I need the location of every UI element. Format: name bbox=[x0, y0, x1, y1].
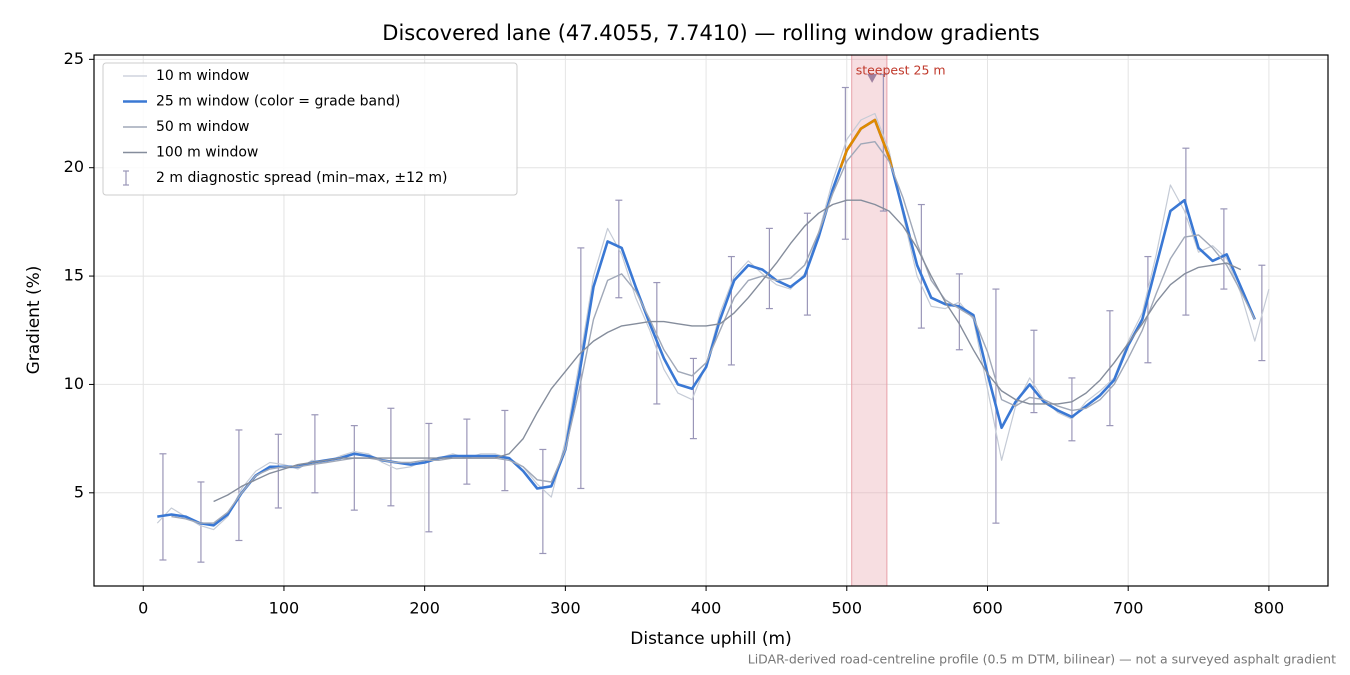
x-tick-label: 300 bbox=[550, 599, 581, 618]
error-bar bbox=[159, 453, 167, 561]
highlight-marker bbox=[867, 73, 878, 83]
x-tick-label: 200 bbox=[409, 599, 440, 618]
y-tick-label: 15 bbox=[64, 266, 84, 285]
error-bar bbox=[1144, 255, 1152, 364]
axes-frame bbox=[93, 54, 1329, 587]
chart-title: Discovered lane (47.4055, 7.7410) — roll… bbox=[382, 21, 1039, 45]
x-tick-label: 400 bbox=[691, 599, 722, 618]
x-tick-label: 700 bbox=[1113, 599, 1144, 618]
error-bar bbox=[311, 414, 319, 494]
legend-label: 2 m diagnostic spread (min–max, ±12 m) bbox=[156, 170, 447, 186]
grade-band-line bbox=[839, 118, 894, 169]
error-bar bbox=[539, 448, 547, 555]
highlight-label: steepest 25 m bbox=[856, 63, 946, 78]
y-tick-label: 25 bbox=[64, 49, 84, 68]
series-line bbox=[213, 199, 1242, 503]
legend-box bbox=[102, 62, 518, 196]
highlight-band bbox=[851, 55, 888, 586]
error-bar bbox=[1182, 147, 1190, 316]
legend-label: 50 m window bbox=[156, 119, 249, 135]
error-bar bbox=[689, 357, 697, 440]
x-tick-label: 0 bbox=[138, 599, 148, 618]
error-bar bbox=[727, 255, 735, 366]
error-bar bbox=[501, 409, 509, 492]
legend: 10 m window 25 m window (color = grade ba… bbox=[102, 62, 518, 196]
series-line bbox=[171, 141, 1256, 524]
y-tick-label: 20 bbox=[64, 157, 84, 176]
error-bar bbox=[235, 429, 243, 542]
error-bar bbox=[387, 407, 395, 507]
y-tick-label: 5 bbox=[74, 482, 84, 501]
error-bar bbox=[1030, 329, 1038, 414]
x-tick-label: 500 bbox=[832, 599, 863, 618]
legend-label: 25 m window (color = grade band) bbox=[156, 94, 400, 110]
legend-label: 100 m window bbox=[156, 145, 258, 161]
legend-label: 10 m window bbox=[156, 68, 249, 84]
plot-area bbox=[94, 55, 1328, 586]
error-bar bbox=[765, 227, 773, 310]
error-bar bbox=[955, 273, 963, 351]
x-tick-label: 600 bbox=[972, 599, 1003, 618]
x-axis-label: Distance uphill (m) bbox=[630, 629, 791, 649]
error-bar bbox=[1220, 208, 1228, 290]
error-bar bbox=[350, 425, 358, 511]
y-tick-label: 10 bbox=[64, 374, 84, 393]
x-tick-label: 800 bbox=[1254, 599, 1285, 618]
footnote: LiDAR-derived road-centreline profile (0… bbox=[748, 652, 1336, 667]
error-bar bbox=[425, 422, 433, 533]
y-axis-label: Gradient (%) bbox=[24, 266, 44, 375]
error-bar bbox=[463, 418, 471, 485]
error-bar bbox=[917, 203, 925, 329]
error-bar bbox=[1068, 377, 1076, 442]
x-tick-label: 100 bbox=[269, 599, 300, 618]
